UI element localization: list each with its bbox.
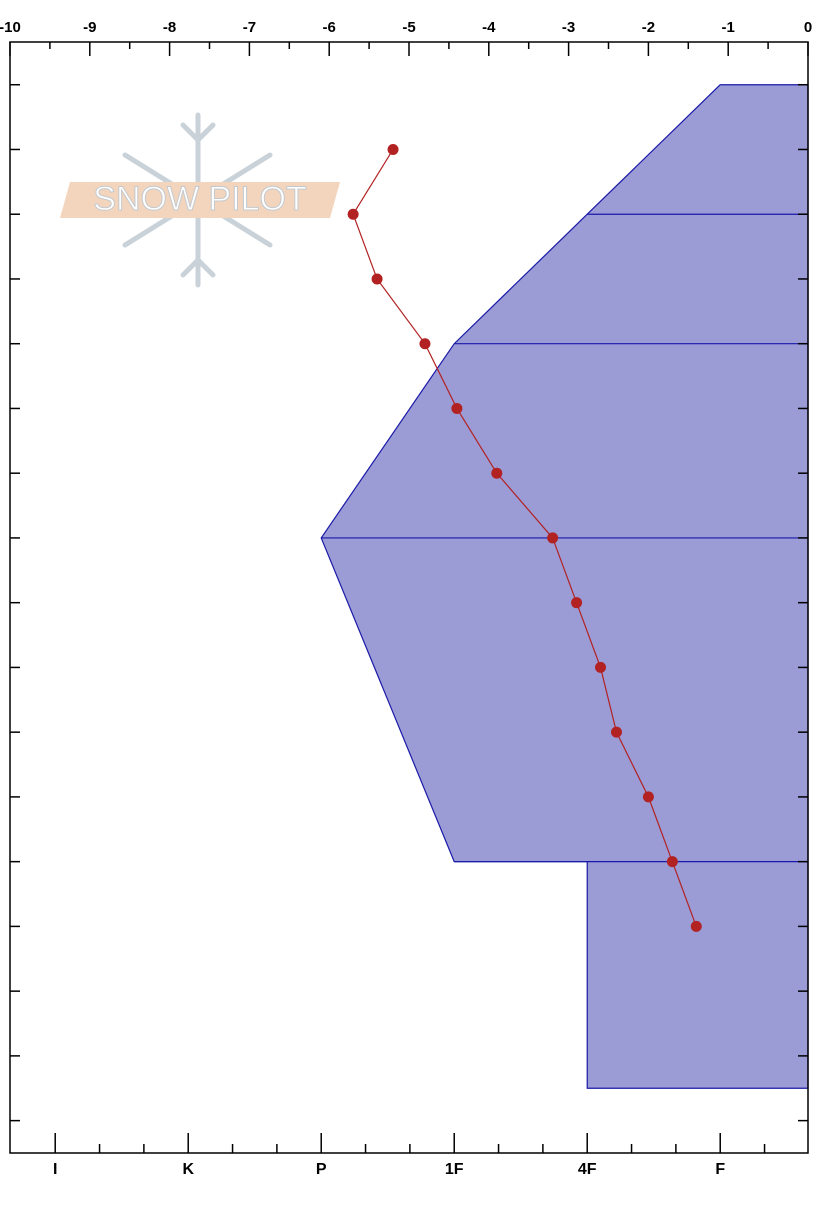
x-tick-label: -1 [722,19,735,36]
hardness-tick-label: I [53,1161,57,1178]
temperature-point [610,726,622,738]
logo-text: SNOW PILOT [93,180,306,218]
x-tick-label: -10 [0,19,21,36]
hardness-tick-label: P [316,1161,327,1178]
x-tick-label: -9 [83,19,96,36]
temperature-point [642,791,654,803]
x-tick-label: -6 [323,19,336,36]
temperature-point [571,597,583,609]
x-tick-label: 0 [804,19,812,36]
hardness-tick-label: 1F [445,1161,464,1178]
x-tick-label: -8 [163,19,176,36]
hardness-tick-label: 4F [578,1161,597,1178]
temperature-point [347,208,359,220]
x-tick-label: -3 [562,19,575,36]
temperature-point [371,273,383,285]
temperature-point [451,402,463,414]
x-tick-label: -4 [482,19,496,36]
hardness-tick-label: F [715,1161,725,1178]
logo: SNOW PILOT [60,112,340,288]
x-tick-label: -2 [642,19,655,36]
hardness-tick-label: K [182,1161,194,1178]
temperature-point [491,467,503,479]
temperature-point [666,856,678,868]
x-tick-label: -5 [402,19,415,36]
temperature-point [387,143,399,155]
temperature-point [595,661,607,673]
hardness-profile [320,84,809,1089]
temperature-point [547,532,559,544]
temperature-point [690,920,702,932]
temperature-point [419,338,431,350]
x-tick-label: -7 [243,19,256,36]
